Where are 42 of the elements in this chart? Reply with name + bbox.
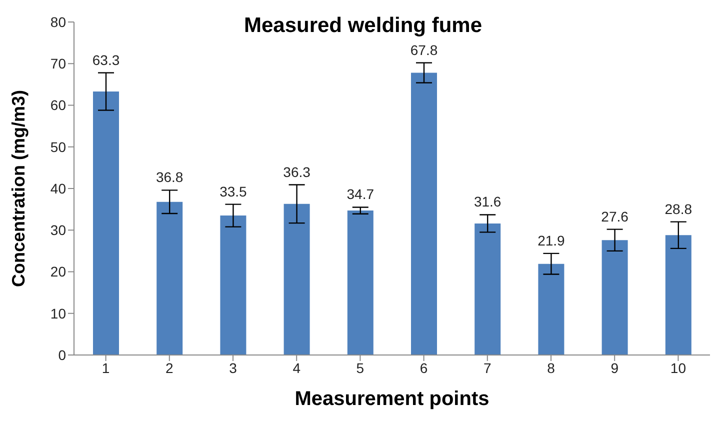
x-tick-label: 7 <box>484 360 492 376</box>
y-tick-label: 40 <box>50 180 66 196</box>
data-label: 67.8 <box>410 42 438 58</box>
bar <box>602 240 628 355</box>
data-label: 34.7 <box>346 186 374 202</box>
data-label: 28.8 <box>664 200 692 217</box>
y-tick-label: 60 <box>50 97 66 114</box>
bar <box>665 235 692 355</box>
bar <box>93 92 119 355</box>
data-label: 27.6 <box>601 208 629 224</box>
x-axis-title: Measurement points <box>294 388 490 410</box>
y-tick-label: 70 <box>50 56 66 72</box>
y-tick-label: 10 <box>50 305 66 322</box>
y-tick-label: 30 <box>50 222 66 238</box>
data-label: 33.5 <box>220 183 248 200</box>
data-label: 36.8 <box>156 169 184 186</box>
data-label: 21.9 <box>538 232 566 248</box>
y-tick-label: 20 <box>50 264 66 280</box>
x-tick-label: 1 <box>102 360 110 376</box>
x-tick-label: 6 <box>420 360 428 376</box>
x-tick-label: 2 <box>166 360 174 376</box>
x-tick-label: 5 <box>356 360 364 376</box>
bar <box>284 204 310 355</box>
x-tick-label: 3 <box>229 360 238 376</box>
x-tick-label: 8 <box>547 360 556 376</box>
bar <box>411 72 437 355</box>
y-axis-title: Concentration (mg/m3) <box>8 90 28 288</box>
data-label: 31.6 <box>474 194 502 210</box>
bar <box>156 202 183 355</box>
y-tick-label: 80 <box>50 14 66 30</box>
bar <box>538 264 564 355</box>
chart-title: Measured welding fume <box>244 14 482 37</box>
bar <box>474 223 501 355</box>
x-tick-label: 10 <box>670 360 686 376</box>
data-label: 36.3 <box>283 164 311 180</box>
data-label: 63.3 <box>92 52 120 68</box>
bar <box>347 210 374 355</box>
y-tick-label: 50 <box>50 138 66 155</box>
y-tick-label: 0 <box>58 346 66 363</box>
bar <box>220 216 246 355</box>
x-tick-label: 9 <box>610 360 619 376</box>
x-tick-label: 4 <box>292 360 301 376</box>
